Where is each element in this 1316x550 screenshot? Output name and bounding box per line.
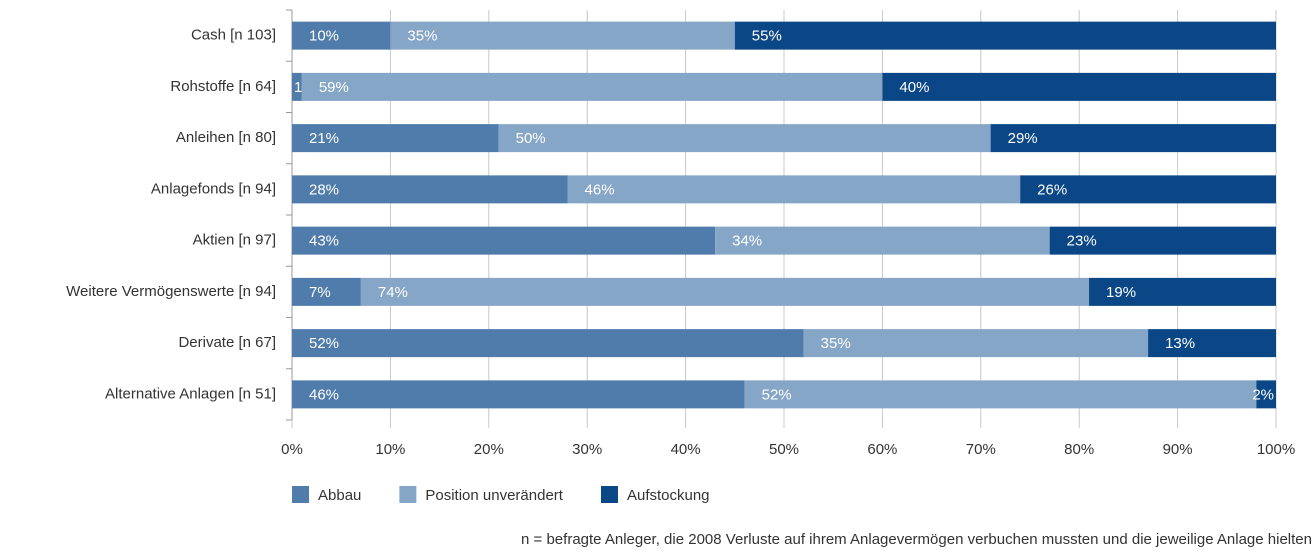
x-tick-label: 30%	[572, 441, 602, 458]
y-tick-label: Alternative Anlagen [n 51]	[105, 385, 276, 402]
data-label: 7%	[309, 284, 331, 301]
data-label: 50%	[516, 130, 546, 147]
bar-segment	[498, 124, 991, 153]
data-label: 13%	[1165, 335, 1195, 352]
data-label: 21%	[309, 130, 339, 147]
bar-segment	[292, 21, 391, 50]
data-label: 46%	[585, 181, 615, 198]
legend-swatch	[399, 486, 417, 503]
y-tick-label: Anleihen [n 80]	[176, 129, 276, 146]
x-tick-label: 60%	[867, 441, 897, 458]
data-label: 55%	[752, 28, 782, 45]
x-tick-label: 50%	[769, 441, 799, 458]
legend-label: Abbau	[318, 487, 361, 504]
bar-segment	[292, 329, 804, 358]
data-label: 43%	[309, 233, 339, 250]
bar-segment	[715, 226, 1050, 255]
bar-segment	[301, 72, 883, 101]
bar-segment	[360, 277, 1090, 306]
data-label: 19%	[1106, 284, 1136, 301]
bar-segment	[1256, 380, 1276, 409]
y-tick-label: Derivate [n 67]	[178, 334, 276, 351]
bar-segment	[1020, 175, 1276, 204]
bar-segment	[882, 72, 1276, 101]
data-label: 40%	[899, 79, 929, 96]
legend-swatch	[600, 486, 618, 503]
legend-swatch	[292, 486, 309, 503]
legend-label: Position unverändert	[425, 487, 563, 504]
data-label: 59%	[319, 79, 349, 96]
x-tick-label: 70%	[966, 441, 996, 458]
data-label: 29%	[1008, 130, 1038, 147]
data-label: 10%	[309, 28, 339, 45]
x-tick-label: 20%	[474, 441, 504, 458]
bar-segment	[292, 226, 716, 255]
bar-segment	[734, 21, 1276, 50]
x-tick-label: 100%	[1257, 441, 1295, 458]
bar-segment	[292, 380, 745, 409]
data-label: 52%	[762, 386, 792, 403]
legend-label: Aufstockung	[627, 487, 710, 504]
data-label: 28%	[309, 181, 339, 198]
bar-segment	[292, 124, 499, 153]
bar-segment	[292, 175, 568, 204]
data-label: 23%	[1067, 233, 1097, 250]
x-tick-label: 80%	[1064, 441, 1094, 458]
footnote: n = befragte Anleger, die 2008 Verluste …	[521, 531, 1312, 548]
data-label: 74%	[378, 284, 408, 301]
data-label: 52%	[309, 335, 339, 352]
data-label: 35%	[407, 28, 437, 45]
bar-segment	[567, 175, 1021, 204]
y-tick-label: Anlagefonds [n 94]	[151, 180, 276, 197]
y-tick-label: Aktien [n 97]	[193, 232, 276, 249]
y-tick-label: Weitere Vermögenswerte [n 94]	[66, 283, 276, 300]
data-label: 2%	[1252, 386, 1274, 403]
data-label: 35%	[821, 335, 851, 352]
bar-segment	[1148, 329, 1276, 358]
bar-segment	[390, 21, 735, 50]
bar-segment	[803, 329, 1149, 358]
x-tick-label: 10%	[375, 441, 405, 458]
bar-segment	[1049, 226, 1276, 255]
bar-segment	[990, 124, 1276, 153]
data-label: 26%	[1037, 181, 1067, 198]
x-tick-label: 40%	[671, 441, 701, 458]
y-tick-label: Cash [n 103]	[191, 27, 276, 44]
x-tick-label: 90%	[1163, 441, 1193, 458]
bar-segment	[1089, 277, 1276, 306]
y-tick-label: Rohstoffe [n 64]	[170, 78, 276, 95]
bar-segment	[744, 380, 1257, 409]
x-tick-label: 0%	[281, 441, 303, 458]
bar-segment	[292, 72, 302, 101]
data-label: 34%	[732, 233, 762, 250]
bar-segment	[292, 277, 361, 306]
data-label: 46%	[309, 386, 339, 403]
